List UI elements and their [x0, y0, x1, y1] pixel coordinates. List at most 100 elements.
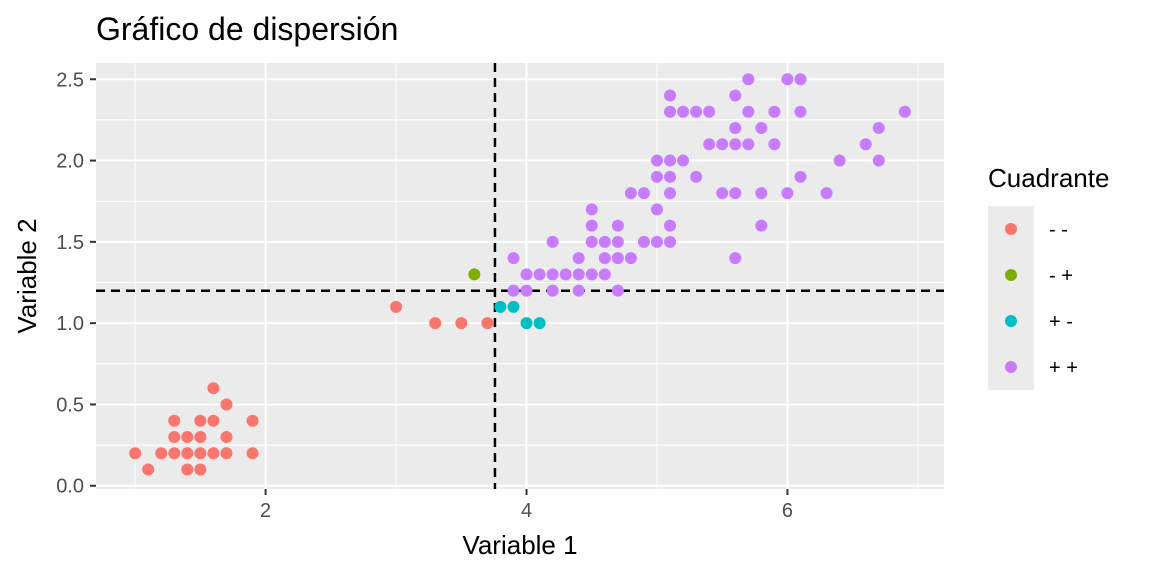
- major-gridlines: [96, 63, 944, 489]
- y-tick-label: 1.5: [56, 232, 84, 254]
- data-point: [168, 447, 181, 460]
- plot-panel: [96, 63, 944, 489]
- data-point: [664, 154, 677, 167]
- data-point: [246, 447, 259, 460]
- data-point: [820, 187, 833, 200]
- x-tick-label: 2: [260, 500, 271, 522]
- data-point: [585, 268, 598, 281]
- data-point: [637, 187, 650, 200]
- data-point: [546, 284, 559, 297]
- x-tick-labels: 2 4 6: [260, 500, 793, 522]
- data-point: [650, 154, 663, 167]
- data-point: [181, 447, 194, 460]
- data-point: [703, 105, 716, 118]
- minor-gridlines: [96, 63, 944, 489]
- legend-label: + +: [1049, 357, 1078, 379]
- data-point: [572, 284, 585, 297]
- data-point: [611, 235, 624, 248]
- data-point: [546, 235, 559, 248]
- data-point: [598, 268, 611, 281]
- data-point: [650, 235, 663, 248]
- data-point: [768, 105, 781, 118]
- legend-key: [1005, 361, 1017, 373]
- data-point: [194, 447, 207, 460]
- data-point: [611, 284, 624, 297]
- data-point: [507, 284, 520, 297]
- data-point: [546, 268, 559, 281]
- data-point: [794, 105, 807, 118]
- data-point: [520, 317, 533, 330]
- data-point: [664, 219, 677, 232]
- data-point: [390, 300, 403, 313]
- data-point: [716, 187, 729, 200]
- legend-key: [1005, 223, 1017, 235]
- data-point: [755, 187, 768, 200]
- data-point: [898, 105, 911, 118]
- data-point: [142, 463, 155, 476]
- legend-title: Cuadrante: [988, 163, 1109, 193]
- data-point: [181, 430, 194, 443]
- legend-label: - +: [1049, 265, 1073, 287]
- legend-items: - - - + + - + +: [1005, 219, 1078, 379]
- data-point: [742, 105, 755, 118]
- data-point: [220, 430, 233, 443]
- axis-ticks: [90, 78, 789, 495]
- data-point: [742, 138, 755, 151]
- y-axis-title: Variable 2: [12, 218, 42, 333]
- data-point: [507, 252, 520, 265]
- y-tick-label: 0.5: [56, 394, 84, 416]
- data-point: [220, 447, 233, 460]
- data-point: [194, 463, 207, 476]
- x-axis-title: Variable 1: [462, 530, 577, 560]
- data-point: [716, 138, 729, 151]
- reference-lines: [96, 63, 944, 489]
- data-point: [611, 219, 624, 232]
- legend-label: - -: [1049, 219, 1068, 241]
- data-point: [872, 154, 885, 167]
- chart-title: Gráfico de dispersión: [96, 11, 398, 47]
- data-point: [677, 154, 690, 167]
- data-point: [664, 235, 677, 248]
- data-point: [168, 414, 181, 427]
- data-point: [429, 317, 442, 330]
- data-point: [520, 284, 533, 297]
- data-point: [637, 235, 650, 248]
- data-point: [664, 105, 677, 118]
- data-point: [729, 138, 742, 151]
- data-point: [507, 300, 520, 313]
- data-point: [833, 154, 846, 167]
- data-point: [624, 252, 637, 265]
- data-point: [207, 447, 220, 460]
- data-point: [755, 122, 768, 135]
- data-point: [598, 235, 611, 248]
- data-point: [742, 73, 755, 86]
- data-point: [729, 122, 742, 135]
- legend-key-background: [988, 206, 1034, 390]
- data-point: [194, 414, 207, 427]
- data-point: [729, 187, 742, 200]
- data-point: [246, 414, 259, 427]
- data-point: [650, 203, 663, 216]
- data-point: [585, 203, 598, 216]
- legend: Cuadrante - - - + + - + +: [988, 163, 1109, 390]
- y-tick-label: 2.0: [56, 151, 84, 173]
- data-point: [220, 398, 233, 411]
- data-point: [611, 252, 624, 265]
- data-point: [572, 252, 585, 265]
- data-point: [729, 89, 742, 102]
- data-point: [572, 268, 585, 281]
- data-point: [598, 252, 611, 265]
- x-tick-label: 6: [782, 500, 793, 522]
- data-point: [585, 219, 598, 232]
- data-point: [781, 73, 794, 86]
- data-points: [129, 73, 911, 476]
- data-point: [207, 414, 220, 427]
- data-point: [533, 317, 546, 330]
- data-point: [794, 170, 807, 183]
- data-point: [768, 138, 781, 151]
- data-point: [859, 138, 872, 151]
- data-point: [690, 170, 703, 183]
- data-point: [533, 268, 546, 281]
- y-tick-labels: 0.0 0.5 1.0 1.5 2.0 2.5: [56, 69, 84, 497]
